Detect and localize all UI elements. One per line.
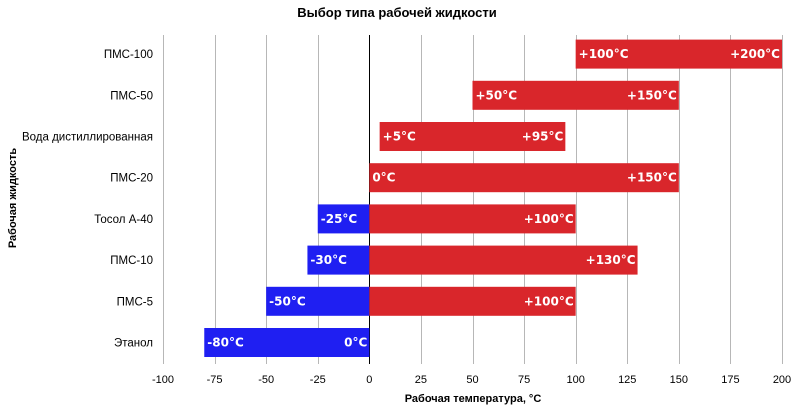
bar-max-label: +150°C <box>627 171 677 185</box>
bar-min-label: +50°C <box>476 88 518 102</box>
bar-positive <box>369 163 679 193</box>
bar-max-label: +150°C <box>627 88 677 102</box>
bars <box>204 39 782 357</box>
bar-positive <box>472 80 679 110</box>
bar-min-label: +5°C <box>383 130 416 144</box>
x-tick-label: -100 <box>152 374 174 386</box>
x-tick-label: 75 <box>518 374 530 386</box>
bar-max-label: +130°C <box>586 253 636 267</box>
bar-negative <box>266 286 370 316</box>
x-tick-label: 100 <box>566 374 584 386</box>
bar-negative <box>204 328 370 357</box>
category-label: ПМС-5 <box>117 296 153 308</box>
bar-positive <box>575 39 782 69</box>
grid-lines <box>163 35 783 364</box>
bar-min-label: -50°C <box>269 294 306 308</box>
category-labels: ПМС-100 ПМС-50 Вода дистиллированная ПМС-20… <box>22 49 153 349</box>
category-label: ПМС-20 <box>110 173 153 185</box>
bar-max-label: +200°C <box>730 47 780 61</box>
category-label: Тосол А-40 <box>94 214 153 226</box>
category-label: ПМС-100 <box>104 49 153 61</box>
bar-negative <box>317 204 370 234</box>
x-tick-label: -25 <box>310 374 326 386</box>
bar-positive <box>369 286 576 316</box>
bar-max-label: +100°C <box>524 294 574 308</box>
x-tick-label: 125 <box>618 374 636 386</box>
category-label: Вода дистиллированная <box>22 132 153 144</box>
bar-max-label: +95°C <box>522 130 564 144</box>
category-label: ПМС-10 <box>110 255 153 267</box>
y-axis-label: Рабочая жидкость <box>7 148 19 249</box>
category-label: Этанол <box>114 338 153 350</box>
bar-min-label: -30°C <box>310 253 347 267</box>
bar-min-label: 0°C <box>372 171 395 185</box>
bar-max-label: 0°C <box>344 336 367 350</box>
bar-positive <box>379 122 566 151</box>
x-tick-label: 175 <box>721 374 739 386</box>
bar-positive <box>369 245 638 275</box>
x-tick-label: 0 <box>366 374 372 386</box>
bar-min-label: -80°C <box>207 336 244 350</box>
x-tick-label: 200 <box>773 374 791 386</box>
data-labels: +100°C +200°C +50°C +150°C +5°C +95°C 0°C +150°… <box>207 47 780 349</box>
bar-min-label: -25°C <box>321 212 358 226</box>
x-axis-label: Рабочая температура, °C <box>405 393 542 405</box>
x-tick-label: 150 <box>670 374 688 386</box>
x-tick-label: 25 <box>415 374 427 386</box>
bar-min-label: +100°C <box>579 47 629 61</box>
x-tick-label: -50 <box>258 374 274 386</box>
bar-max-label: +100°C <box>524 212 574 226</box>
bar-positive <box>369 204 576 234</box>
x-tick-label: -75 <box>207 374 223 386</box>
bar-negative <box>307 245 370 275</box>
x-tick-labels: -100 -75 -50 -25 0 25 50 75 100 125 150 175 200 <box>152 374 791 386</box>
chart-title: Выбор типа рабочей жидкости <box>297 5 496 20</box>
category-label: ПМС-50 <box>110 90 153 102</box>
x-tick-label: 50 <box>466 374 478 386</box>
